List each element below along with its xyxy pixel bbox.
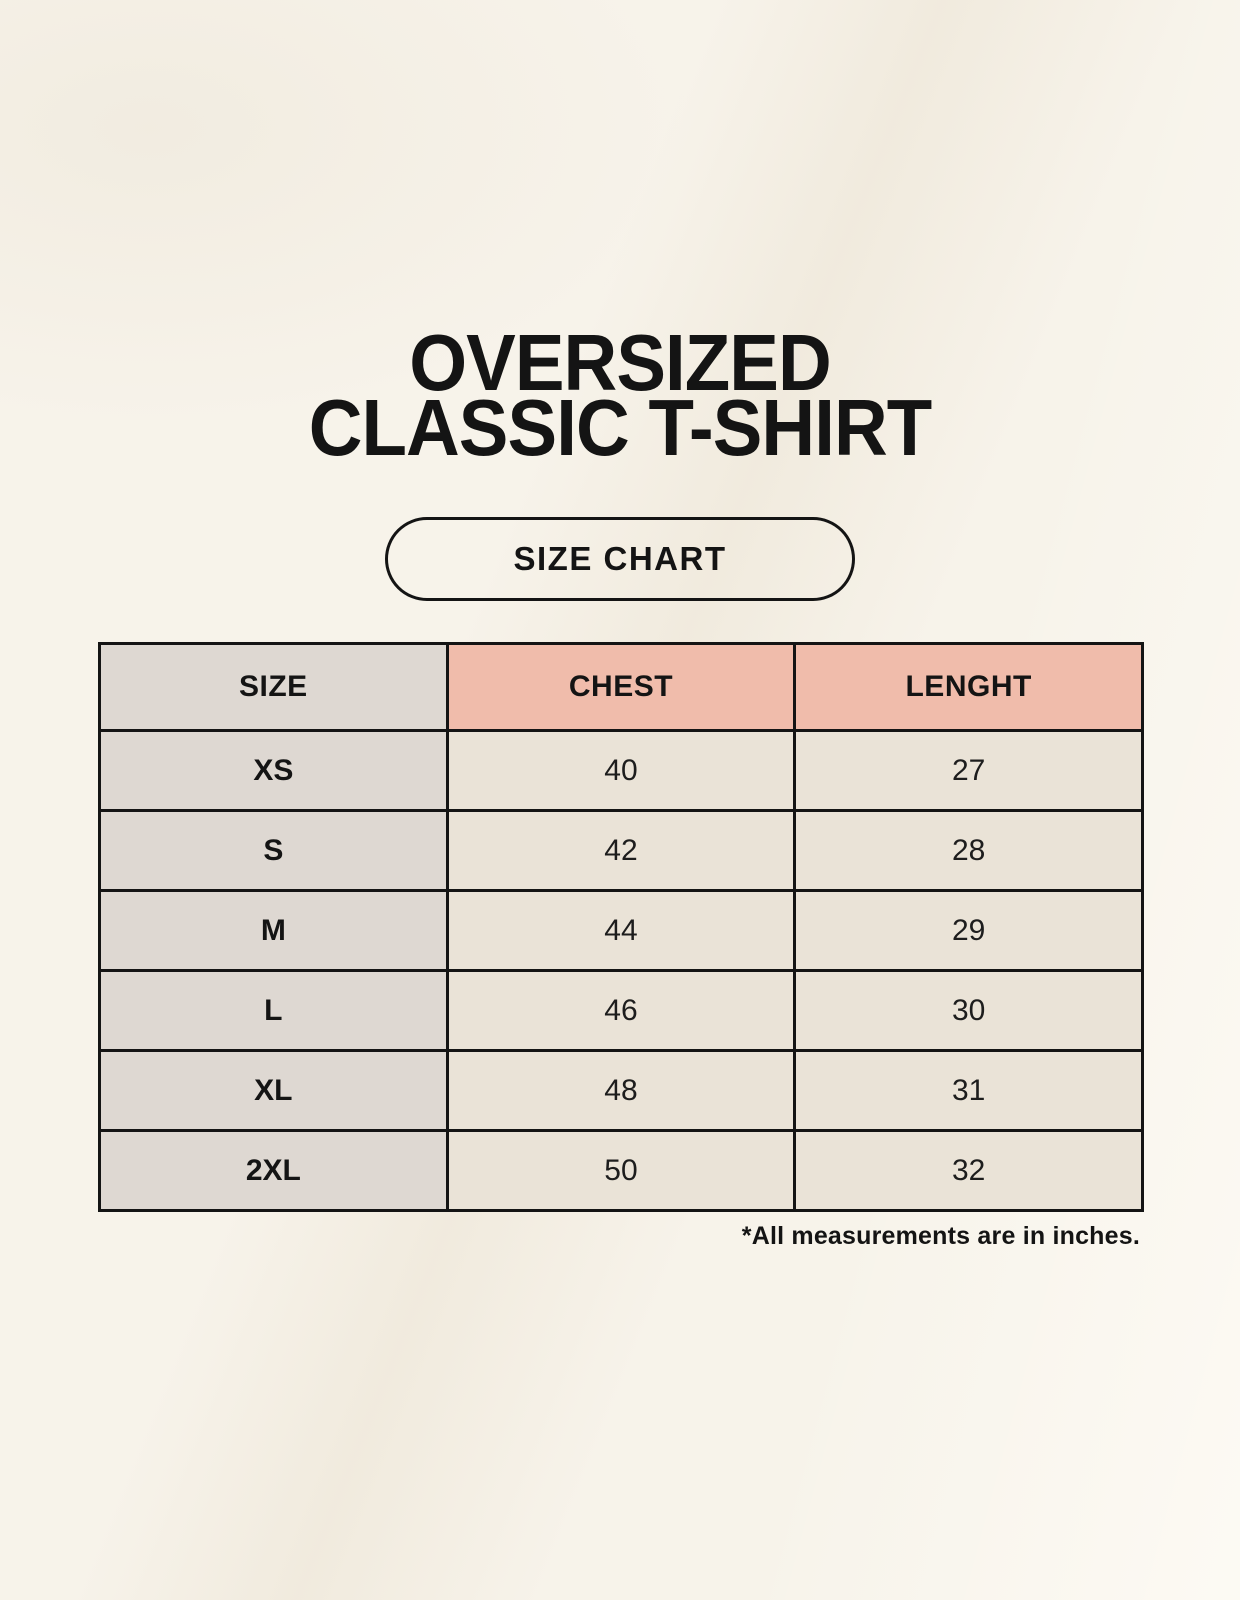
table-row-xl: XL 48 31 — [98, 1049, 1144, 1132]
page-title-line2: CLASSIC T-SHIRT — [308, 383, 933, 472]
size-cell: XL — [98, 1049, 449, 1132]
size-chart-button-label: SIZE CHART — [513, 540, 727, 577]
table-row-2xl: 2XL 50 32 — [98, 1129, 1144, 1212]
table-row-l: L 46 30 — [98, 969, 1144, 1052]
chest-cell: 50 — [445, 1129, 797, 1212]
size-table: SIZE CHEST LENGHT XS 40 27 S 42 28 M 44 … — [98, 642, 1144, 1212]
chest-cell: 48 — [445, 1049, 797, 1132]
chest-cell: 42 — [445, 809, 797, 892]
size-cell: 2XL — [98, 1129, 449, 1212]
table-header-row: SIZE CHEST LENGHT — [98, 642, 1144, 732]
lenght-cell: 30 — [793, 969, 1144, 1052]
lenght-cell: 32 — [793, 1129, 1144, 1212]
size-cell: S — [98, 809, 449, 892]
size-cell: XS — [98, 729, 449, 812]
lenght-cell: 29 — [793, 889, 1144, 972]
lenght-cell: 28 — [793, 809, 1144, 892]
size-cell: M — [98, 889, 449, 972]
measurements-footnote: *All measurements are in inches. — [741, 1222, 1140, 1250]
lenght-cell: 27 — [793, 729, 1144, 812]
table-row-s: S 42 28 — [98, 809, 1144, 892]
table-header-chest: CHEST — [445, 642, 797, 732]
chest-cell: 40 — [445, 729, 797, 812]
page-title-line1: OVERSIZED — [409, 318, 832, 407]
chest-cell: 44 — [445, 889, 797, 972]
size-chart-button[interactable]: SIZE CHART — [385, 517, 855, 601]
table-header-lenght: LENGHT — [793, 642, 1144, 732]
table-header-size: SIZE — [98, 642, 449, 732]
table-row-xs: XS 40 27 — [98, 729, 1144, 812]
page-title: OVERSIZED CLASSIC T-SHIRT — [43, 318, 1196, 472]
size-cell: L — [98, 969, 449, 1052]
table-row-m: M 44 29 — [98, 889, 1144, 972]
lenght-cell: 31 — [793, 1049, 1144, 1132]
chest-cell: 46 — [445, 969, 797, 1052]
